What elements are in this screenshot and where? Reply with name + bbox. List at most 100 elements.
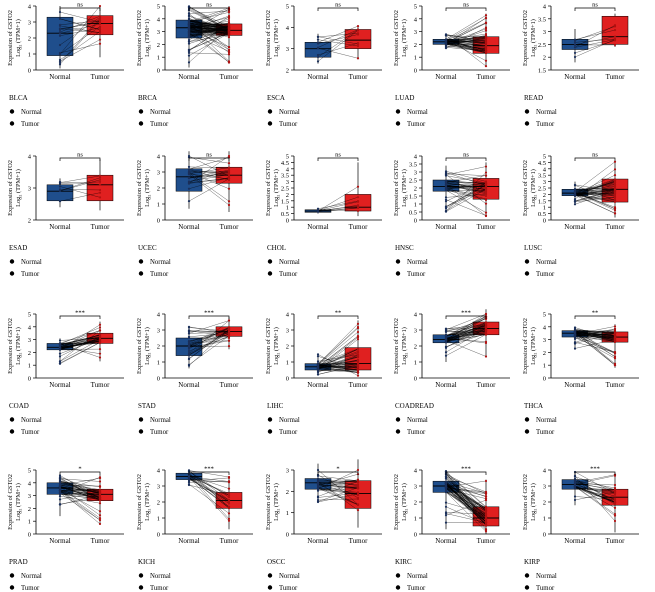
pair-line — [317, 364, 359, 375]
pair-line — [317, 197, 359, 211]
pair-line — [317, 482, 359, 485]
y-tick-label: 0 — [157, 68, 160, 75]
legend-normal-label: Normal — [21, 417, 42, 424]
pair-line — [188, 178, 230, 184]
pair-line — [445, 22, 487, 44]
pair-line — [188, 484, 230, 514]
y-tick-label: 2.5 — [409, 178, 417, 185]
legend-tumor-label: Tumor — [536, 585, 555, 592]
pair-line — [188, 329, 230, 366]
tumor-point — [98, 333, 102, 336]
legend-tumor-marker — [138, 429, 144, 434]
panel-thca: 0 1 2 3 4 5 Expression of GSTO2 Log₂ (TPM+1) ** N… — [522, 310, 639, 436]
normal-point — [58, 475, 62, 479]
normal-point — [573, 184, 577, 187]
pair-line — [317, 206, 359, 211]
normal-point — [187, 349, 191, 353]
pair-line — [188, 479, 230, 483]
normal-point — [444, 186, 448, 189]
normal-point — [58, 34, 62, 37]
y-tick-label: 2 — [157, 500, 160, 507]
pair-line — [574, 192, 616, 196]
legend-normal-label: Normal — [150, 573, 171, 580]
pair-line — [574, 194, 616, 203]
y-tick-label: 1.5 — [409, 194, 417, 201]
pair-line — [59, 481, 101, 493]
normal-point — [187, 483, 191, 486]
significance-bracket — [188, 315, 230, 319]
panel-esca: 2 3 4 5 Expression of GSTO2 Log₂ (TPM+1) ns Nor… — [265, 2, 382, 128]
pair-line — [574, 195, 616, 202]
pair-line — [574, 25, 616, 48]
tumor-point — [613, 474, 617, 477]
pair-line — [59, 340, 101, 350]
pair-line — [188, 475, 230, 495]
legend-normal-label: Normal — [536, 417, 557, 424]
normal-point — [573, 483, 577, 486]
normal-point — [58, 503, 62, 506]
tumor-point — [227, 332, 231, 335]
pair-line — [574, 491, 616, 501]
normal-point — [58, 189, 62, 193]
tumor-point — [613, 327, 617, 330]
y-tick-label: 4 — [414, 468, 418, 475]
normal-point — [58, 480, 62, 484]
pair-line — [188, 477, 230, 482]
tumor-point — [613, 200, 617, 204]
tumor-point — [98, 518, 102, 522]
legend-normal-label: Normal — [407, 417, 428, 424]
y-axis-label: Expression of GSTO2 — [393, 10, 400, 66]
normal-point — [573, 341, 577, 344]
tumor-point — [484, 44, 488, 48]
legend-normal-label: Normal — [536, 259, 557, 266]
normal-point — [187, 469, 191, 472]
pair-line — [59, 39, 101, 62]
tumor-point — [613, 168, 617, 171]
legend-tumor-label: Tumor — [279, 585, 298, 592]
y-tick-label: 2 — [157, 186, 160, 193]
tumor-point — [484, 312, 488, 316]
tumor-point — [484, 17, 488, 20]
pair-line — [188, 31, 230, 35]
tumor-point — [227, 507, 231, 510]
normal-point — [58, 495, 62, 498]
pair-line — [574, 475, 616, 522]
pair-line — [445, 513, 487, 523]
legend-tumor-label: Tumor — [279, 429, 298, 436]
tumor-point — [484, 498, 488, 502]
tumor-point — [227, 336, 231, 340]
y-axis-label: Expression of GSTO2 — [265, 160, 272, 216]
legend-tumor-marker — [395, 121, 401, 126]
pair-line — [59, 330, 101, 362]
pair-line — [188, 167, 230, 174]
normal-point — [58, 43, 62, 47]
tumor-point — [227, 200, 231, 203]
pair-line — [317, 487, 359, 494]
cancer-type-label: CHOL — [267, 244, 286, 252]
y-tick-label: 1.5 — [538, 198, 546, 205]
normal-point — [187, 187, 191, 190]
pair-line — [574, 39, 616, 58]
tumor-point — [613, 512, 617, 516]
pair-line — [188, 19, 230, 27]
legend-normal-marker — [9, 417, 15, 422]
pair-line — [445, 316, 487, 337]
normal-point — [58, 493, 62, 496]
tumor-point — [227, 24, 231, 27]
pair-line — [445, 327, 487, 342]
y-axis-unit: Log₂ (TPM+1) — [401, 483, 408, 521]
y-tick-label: 2 — [543, 350, 546, 357]
normal-point — [444, 184, 448, 187]
pair-line — [317, 336, 359, 368]
tumor-point — [356, 493, 360, 497]
x-tick-label-tumor: Tumor — [91, 381, 110, 389]
tumor-point — [98, 191, 102, 194]
pair-line — [188, 26, 230, 28]
tumor-point — [356, 44, 360, 48]
y-tick-label: 0 — [286, 376, 289, 383]
y-axis-label: Expression of GSTO2 — [522, 318, 529, 374]
cancer-type-label: COADREAD — [395, 402, 434, 410]
normal-point — [187, 51, 191, 54]
normal-point — [187, 364, 191, 367]
normal-point — [316, 482, 320, 486]
